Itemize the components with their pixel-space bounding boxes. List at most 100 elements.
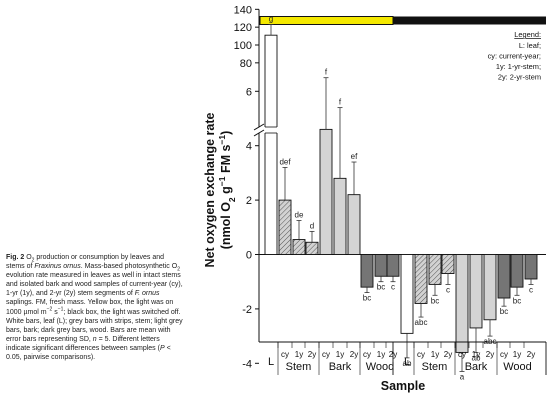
significance-letter: bc <box>500 307 508 316</box>
axes: 80 100 120 140 -4 -2 0 2 4 6 <box>234 4 265 370</box>
x-sample-label: 1y <box>472 350 480 359</box>
bar-rect <box>319 128 333 255</box>
bar-dark-bark-1y: ab <box>469 254 483 362</box>
bar-rect <box>347 194 361 255</box>
bar-light-wood-2y: c <box>386 254 400 292</box>
bar-rect <box>414 254 428 304</box>
significance-letter: ab <box>403 359 412 368</box>
significance-letter: c <box>446 285 450 294</box>
caption-part: O <box>24 254 32 261</box>
caption-part: evolution rate measured in leaves as wel… <box>6 272 183 298</box>
significance-letter: de <box>295 211 304 220</box>
x-sample-label: 2y <box>308 350 316 359</box>
bar-dark-wood-cy: bc <box>497 254 511 316</box>
significance-letter: abc <box>415 318 428 327</box>
light-condition-bar <box>259 16 546 25</box>
y-axis-unit-part: g <box>219 186 233 197</box>
caption-part: −2 <box>46 306 53 313</box>
significance-letter: bc <box>377 283 385 292</box>
x-sample-label: 2y <box>486 350 494 359</box>
y-tick-label: 6 <box>246 86 252 98</box>
figure-caption: Fig. 2 O2 production or consumption by l… <box>6 253 184 362</box>
bar-rect <box>374 254 388 277</box>
y-axis-unit-part: 2 <box>227 197 237 202</box>
significance-letter: ef <box>351 152 358 161</box>
legend-entry: cy: current-year; <box>488 52 541 61</box>
axis-break-gap <box>264 127 278 133</box>
x-sample-label: 1y <box>336 350 344 359</box>
bar-rect <box>400 254 414 334</box>
light-on-box <box>259 16 394 25</box>
bar-rect <box>469 254 483 329</box>
bar-rect <box>497 254 511 299</box>
bar-rect <box>360 254 374 288</box>
bar-light-stem-2y: d <box>305 221 319 255</box>
bar-rect <box>510 254 524 288</box>
bar-light-wood-1y: bc <box>374 254 388 292</box>
y-axis-unit-part: FM s <box>219 145 233 177</box>
caption-part: s <box>52 308 58 316</box>
y-tick-label: 140 <box>234 4 252 16</box>
x-sample-label: 2y <box>444 350 452 359</box>
caption-part: 2 <box>177 266 180 273</box>
significance-letter: f <box>325 68 328 77</box>
significance-letter: def <box>279 157 291 166</box>
significance-letter: a <box>460 372 465 381</box>
x-sample-label: cy <box>363 350 371 359</box>
caption-part: Fraxinus ornus <box>34 263 81 271</box>
legend-entry: L: leaf; <box>519 41 541 50</box>
x-tissue-label: Stem <box>286 361 312 373</box>
x-sample-label: cy <box>458 350 466 359</box>
x-sample-label: cy <box>322 350 330 359</box>
y-tick-label: 100 <box>234 40 252 52</box>
x-sample-label: cy <box>281 350 289 359</box>
caption-part: 2 <box>31 257 35 264</box>
y-tick-label: 0 <box>246 250 252 262</box>
y-axis-unit-part: ) <box>219 131 233 135</box>
significance-letter: bc <box>363 294 371 303</box>
x-axis-labels: Lcy 1y 2y cy 1y 2y cy 1y 2y Stem Bark Wood Lcy 1y 2y cy… <box>259 341 547 375</box>
x-tissue-label: Stem <box>422 361 448 373</box>
x-sample-label: 2y <box>527 350 535 359</box>
x-tissue-label: Wood <box>366 361 395 373</box>
legend-title: Legend: <box>514 30 541 39</box>
caption-part: . Mass-based photosynthetic O <box>80 263 178 271</box>
x-sample-label: cy <box>417 350 425 359</box>
bar-rect <box>278 199 292 255</box>
bar-dark-wood-1y: bc <box>510 254 524 305</box>
y-tick-label: -4 <box>242 358 252 370</box>
y-axis-break-mark <box>253 129 265 137</box>
bar-dark-stem-2y: c <box>441 254 455 294</box>
light-off-box <box>393 16 546 25</box>
legend: Legend: L: leaf; cy: current-year;1y: 1-yr… <box>488 30 541 82</box>
bar-dark-stem-cy: abc <box>414 254 428 327</box>
bar-light-l: g <box>264 14 278 255</box>
caption-part: Fig. 2 <box>6 254 25 261</box>
y-tick-label: 80 <box>240 58 252 70</box>
y-axis-title: Net oxygen exchange rate <box>203 112 217 267</box>
bar-light-bark-cy: f <box>319 68 333 255</box>
legend-entry: 1y: 1-yr-stem; <box>496 62 541 71</box>
x-sample-label: 1y <box>377 350 385 359</box>
caption-part: production or consumption by leaves and … <box>6 254 165 271</box>
y-tick-label: 2 <box>246 195 252 207</box>
caption-part: F. ornus <box>134 290 160 298</box>
significance-letter: c <box>391 283 395 292</box>
x-tissue-label: Bark <box>465 361 488 373</box>
bar-rect <box>292 239 306 255</box>
legend-entry: 2y: 2-yr-stem <box>498 73 541 82</box>
caption-part: P <box>159 344 165 352</box>
bar-rect <box>441 254 455 274</box>
bar-dark-bark-cy: a <box>455 254 469 381</box>
bar-rect <box>386 254 400 277</box>
caption-part: = 5. Different letters indicate signific… <box>6 335 160 352</box>
caption-part: −1 <box>57 306 64 313</box>
x-sample-label: cy <box>500 350 508 359</box>
bar-dark-wood-2y: c <box>524 254 538 294</box>
y-axis-unit-part: −1 <box>217 176 227 186</box>
x-sample-label: 1y <box>431 350 439 359</box>
bar-light-bark-1y: f <box>333 98 347 255</box>
bar-rect <box>333 177 347 255</box>
